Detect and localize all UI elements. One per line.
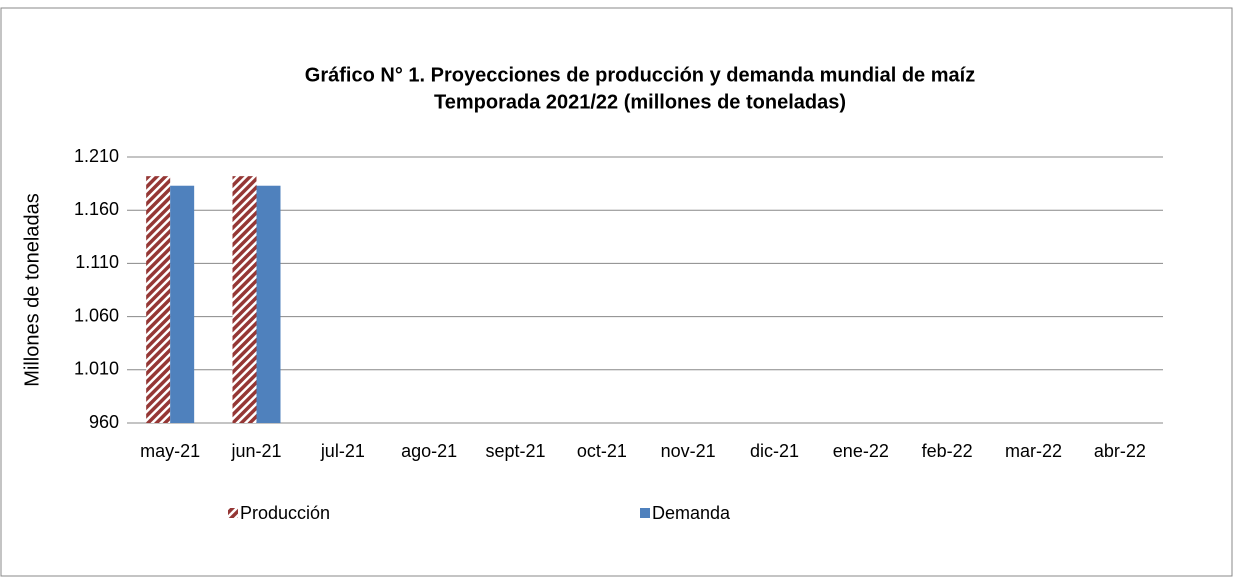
y-tick-label: 960 (89, 412, 119, 432)
bar (256, 185, 281, 423)
legend-swatch (640, 508, 650, 518)
y-tick-label: 1.210 (74, 146, 119, 166)
chart-title: Gráfico N° 1. Proyecciones de producción… (305, 64, 975, 86)
x-tick-label: jun-21 (230, 441, 281, 461)
x-tick-label: may-21 (140, 441, 200, 461)
bar (146, 176, 171, 423)
bar (170, 185, 195, 423)
x-tick-label: mar-22 (1005, 441, 1062, 461)
x-tick-label: sept-21 (485, 441, 545, 461)
x-tick-label: ago-21 (401, 441, 457, 461)
legend-swatch (228, 508, 238, 518)
x-tick-label: dic-21 (750, 441, 799, 461)
legend-label: Demanda (652, 503, 731, 523)
y-tick-label: 1.160 (74, 199, 119, 219)
x-tick-label: oct-21 (577, 441, 627, 461)
x-tick-label: jul-21 (320, 441, 365, 461)
y-tick-label: 1.010 (74, 359, 119, 379)
chart-subtitle: Temporada 2021/22 (millones de toneladas… (434, 91, 846, 113)
y-tick-label: 1.110 (75, 252, 119, 272)
x-tick-label: abr-22 (1094, 441, 1146, 461)
x-tick-label: feb-22 (922, 441, 973, 461)
y-axis-label: Millones de toneladas (21, 193, 43, 386)
y-tick-label: 1.060 (74, 305, 119, 325)
x-tick-label: ene-22 (833, 441, 889, 461)
frame (0, 7, 1233, 577)
bar (232, 176, 257, 423)
legend-label: Producción (240, 503, 330, 523)
x-tick-label: nov-21 (661, 441, 716, 461)
